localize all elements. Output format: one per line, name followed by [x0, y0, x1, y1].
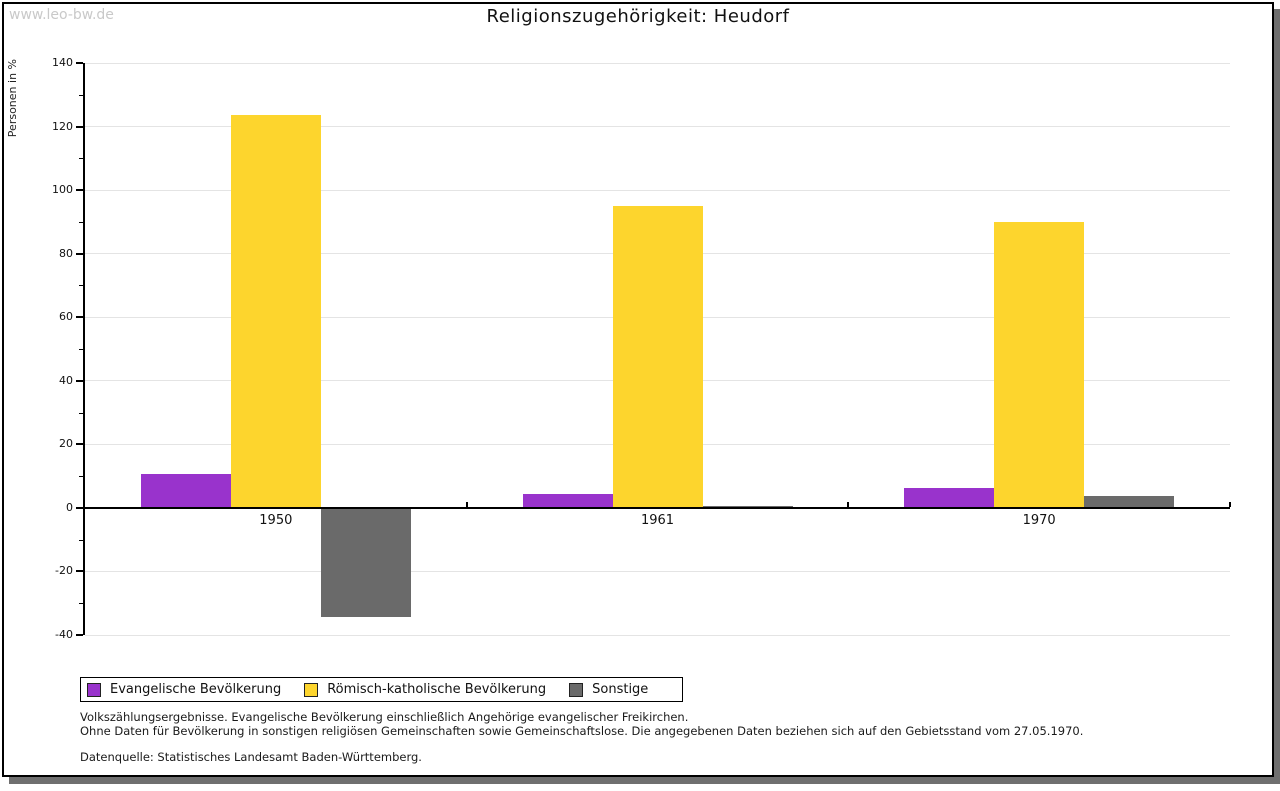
y-tick-label: -20	[55, 564, 73, 578]
gridline-100	[85, 189, 1230, 191]
x-divider-tick	[847, 501, 850, 507]
y-tick-100	[76, 189, 83, 192]
y-tick-0	[76, 506, 83, 509]
footer-notes: Volkszählungsergebnisse. Evangelische Be…	[80, 710, 1083, 738]
y-axis-line	[83, 63, 85, 635]
watermark: www.leo-bw.de	[9, 7, 114, 23]
y-minor-tick-70	[79, 285, 83, 287]
y-tick--40	[76, 634, 83, 636]
plot-area: -40 -20 0 20 40 60 80 100 120 140 1950 1961 1970	[52, 56, 1231, 641]
y-axis-title: Personen in %	[6, 59, 19, 138]
footer-source: Datenquelle: Statistisches Landesamt Bad…	[80, 750, 422, 764]
legend-swatch-icon	[569, 682, 584, 697]
legend-label: Römisch-katholische Bevölkerung	[327, 682, 547, 697]
y-tick-label: 0	[66, 500, 73, 514]
chart-frame: www.leo-bw.de Religionszugehörigkeit: He…	[2, 2, 1274, 777]
y-tick-label: 100	[52, 183, 73, 197]
bar-1961-series0	[522, 493, 613, 507]
legend-swatch-icon	[87, 682, 101, 697]
y-minor-tick-110	[79, 158, 83, 160]
x-divider-tick	[465, 501, 468, 507]
legend-item-1: Römisch-katholische Bevölkerung	[304, 682, 546, 697]
legend-item-0: Evangelische Bevölkerung	[87, 682, 281, 697]
footer-note-line2: Ohne Daten für Bevölkerung in sonstigen …	[80, 724, 1084, 738]
bar-1950-series1	[230, 115, 321, 507]
bar-1970-series1	[994, 221, 1085, 507]
y-tick-60	[76, 316, 83, 319]
gridline--20	[85, 570, 1230, 572]
y-tick-label: 80	[59, 246, 73, 260]
y-minor-tick-50	[79, 349, 83, 350]
gridline-120	[85, 126, 1230, 128]
y-tick-140	[76, 62, 83, 64]
x-axis-line	[85, 506, 1230, 509]
legend-label: Sonstige	[592, 682, 649, 697]
y-minor-tick-130	[79, 94, 83, 96]
y-tick-label: 20	[59, 437, 73, 451]
y-tick-label: 120	[52, 119, 73, 133]
bar-1950-series2	[320, 508, 411, 617]
y-tick-120	[76, 125, 83, 128]
y-minor-tick-90	[79, 221, 83, 223]
gridline--40	[85, 634, 1230, 636]
y-tick-20	[76, 443, 83, 446]
chart-title: Religionszugehörigkeit: Heudorf	[486, 6, 790, 27]
bar-1950-series0	[140, 473, 231, 507]
x-category-label: 1970	[1022, 512, 1056, 528]
y-minor-tick-30	[79, 412, 83, 414]
legend-swatch-icon	[304, 682, 319, 697]
gridline-140	[85, 62, 1230, 64]
footer-note-line1: Volkszählungsergebnisse. Evangelische Be…	[80, 710, 689, 724]
bar-1970-series2	[1084, 495, 1175, 507]
bar-1970-series0	[904, 487, 995, 507]
legend-item-2: Sonstige	[569, 682, 648, 697]
y-tick-40	[76, 379, 83, 382]
y-tick-label: -40	[55, 628, 73, 641]
y-minor-tick-10	[79, 476, 83, 478]
y-tick-label: 40	[59, 373, 73, 387]
y-tick-label: 140	[52, 56, 73, 69]
y-minor-tick--30	[79, 603, 83, 605]
y-tick-80	[76, 252, 83, 255]
x-category-label: 1961	[640, 512, 675, 528]
legend: Evangelische Bevölkerung Römisch-katholis…	[80, 677, 683, 702]
x-divider-tick	[1229, 501, 1231, 507]
bar-1961-series1	[612, 206, 703, 507]
legend-label: Evangelische Bevölkerung	[110, 682, 282, 697]
bar-1961-series2	[702, 506, 793, 508]
y-minor-tick--10	[79, 539, 83, 541]
y-tick-label: 60	[59, 310, 73, 324]
x-category-label: 1950	[259, 512, 293, 528]
y-tick--20	[76, 570, 83, 573]
